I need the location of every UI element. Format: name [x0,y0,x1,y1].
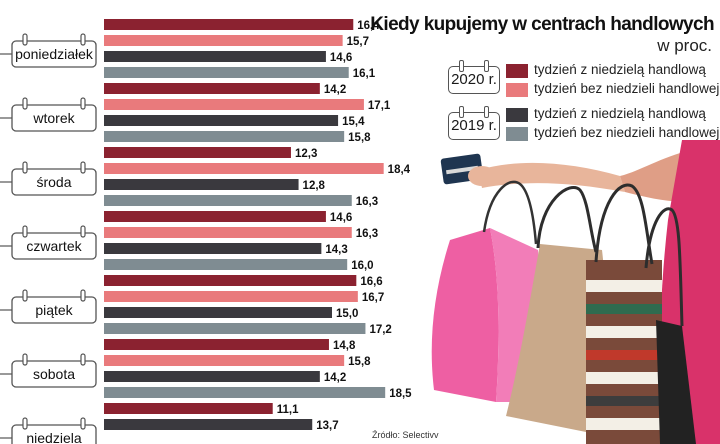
value-label: 14,2 [324,84,346,96]
legend-label: tydzień bez niedzieli handlowej [534,125,720,140]
value-label: 13,7 [316,420,338,432]
category-label-box [11,424,97,444]
bar [104,163,384,174]
category-box-tab [22,417,28,430]
category-box-tab [80,33,86,46]
value-label: 17,2 [369,324,391,336]
bar [104,19,354,30]
category-box-tab [22,289,28,302]
value-label: 15,4 [342,116,365,128]
legend-swatch [506,64,528,78]
category-label: sobota [33,366,75,382]
category-label-box [11,360,97,388]
bar [104,243,322,254]
category-label-box [11,40,97,68]
category-label-box [11,232,97,260]
legend-year-2019: 2019 r. [448,106,500,140]
category-label-box [11,168,97,196]
category-box-tab [22,33,28,46]
category-box-tab [80,161,86,174]
bar [104,195,352,206]
category-label: piątek [35,302,73,318]
category-label: czwartek [26,238,82,254]
bar [104,355,345,366]
value-label: 14,6 [330,52,352,64]
bar [104,387,386,398]
bar [104,67,349,78]
bar [104,51,326,62]
bar [104,371,320,382]
value-label: 18,5 [389,388,412,400]
legend-label: tydzień bez niedzieli handlowej [534,81,720,96]
value-label: 16,0 [351,260,373,272]
chart-subtitle: w proc. [657,36,712,55]
bar [104,403,273,414]
bar [104,227,352,238]
bar [104,115,339,126]
value-label: 18,4 [388,164,411,176]
value-label: 16,1 [353,68,376,80]
category-box-tab [80,97,86,110]
value-label: 16,4 [357,20,380,32]
bar [104,179,299,190]
value-label: 15,7 [347,36,369,48]
value-label: 14,8 [333,340,356,352]
legend-swatch [506,108,528,122]
category-box-tab [80,417,86,430]
value-label: 16,3 [356,228,378,240]
bar [104,211,326,222]
bar [104,275,357,286]
bar [104,83,320,94]
category-label: poniedziałek [15,46,94,62]
source-note: Źródło: Selectivv [372,430,439,440]
legend-year-2020: 2020 r. [448,60,500,94]
bar [104,147,291,158]
value-label: 16,7 [362,292,384,304]
category-label: niedziela [26,430,81,444]
value-label: 16,3 [356,196,378,208]
category-box-tab [22,161,28,174]
category-label: środa [36,174,71,190]
category-label: wtorek [32,110,75,126]
value-label: 11,1 [277,404,299,416]
value-label: 15,0 [336,308,358,320]
legend-label: tydzień z niedzielą handlową [534,62,706,77]
value-label: 12,3 [295,148,317,160]
category-box-tab [80,225,86,238]
bar [104,323,366,334]
legend-swatch [506,127,528,141]
value-label: 12,8 [303,180,326,192]
shopping-bags-illustration [431,140,720,444]
chart-title: Kiedy kupujemy w centrach handlowych [370,14,714,35]
legend-group-2020: 2020 r. tydzień z niedzielą handlową tyd… [448,58,720,104]
bar [104,99,364,110]
value-label: 15,8 [348,132,371,144]
bar [104,419,313,430]
bar [104,35,343,46]
category-box-tab [22,225,28,238]
category-label-box [11,296,97,324]
legend-swatch [506,83,528,97]
category-box-tab [22,353,28,366]
value-label: 14,3 [325,244,347,256]
value-label: 14,2 [324,372,346,384]
bar [104,339,329,350]
bar [104,131,345,142]
bar [104,307,332,318]
legend-group-2019: 2019 r. tydzień z niedzielą handlową tyd… [448,104,720,150]
value-label: 14,6 [330,212,352,224]
value-label: 16,6 [360,276,382,288]
bar [104,291,358,302]
category-label-box [11,104,97,132]
category-box-tab [22,97,28,110]
category-box-tab [80,353,86,366]
bar [104,259,348,270]
category-box-tab [80,289,86,302]
value-label: 15,8 [348,356,371,368]
legend-label: tydzień z niedzielą handlową [534,106,706,121]
value-label: 17,1 [368,100,391,112]
